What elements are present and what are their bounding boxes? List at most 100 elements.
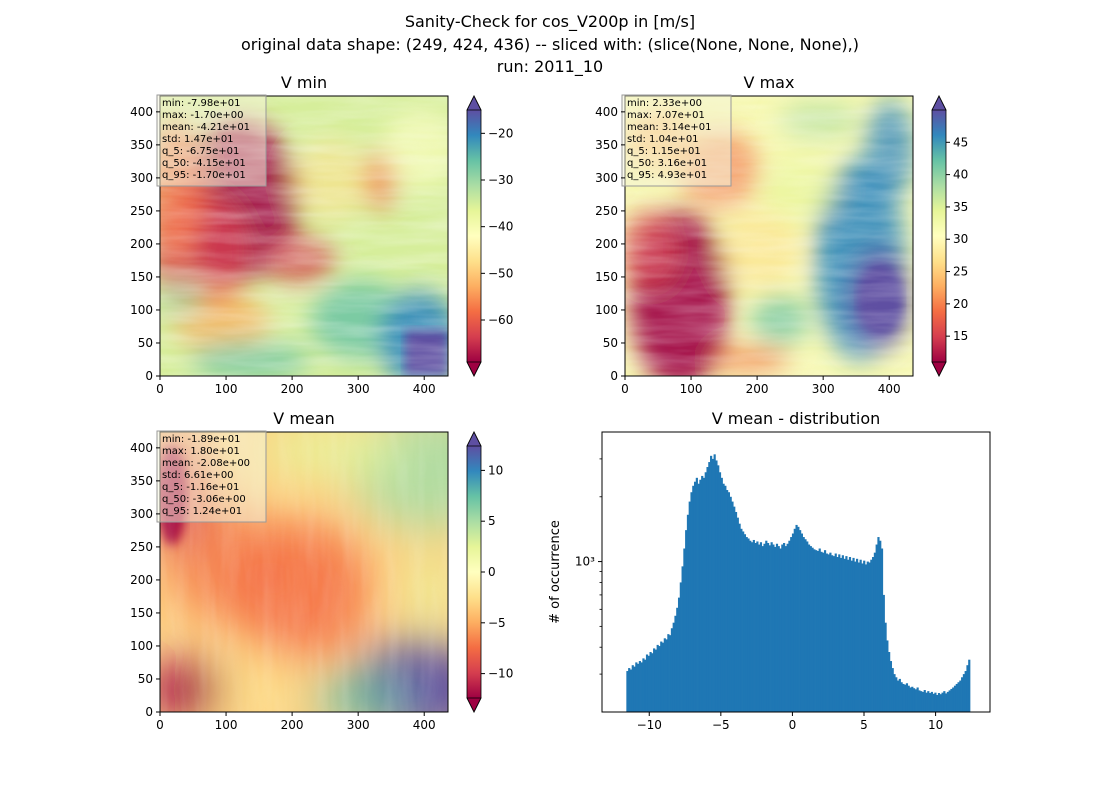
stat-line: q_95: 1.24e+01 <box>162 506 242 517</box>
colorbar-tick-label: 10 <box>488 463 503 477</box>
y-tick-label: 400 <box>130 105 153 119</box>
histogram-bar <box>743 534 747 712</box>
histogram-bar <box>777 546 780 712</box>
x-tick-label: 300 <box>347 718 370 732</box>
stat-line: q_95: -1.70e+01 <box>162 170 246 181</box>
histogram-bar <box>726 490 729 712</box>
histogram-bar <box>877 537 880 712</box>
stat-line: mean: -2.08e+00 <box>162 458 250 469</box>
x-tick-label: 400 <box>878 382 901 396</box>
histogram-bar <box>932 693 935 712</box>
histogram-bar <box>905 683 909 712</box>
histogram-bar <box>720 477 723 712</box>
histogram-bar <box>677 597 681 712</box>
stat-line: mean: 3.14e+01 <box>627 122 711 133</box>
histogram-bar <box>852 557 855 712</box>
histogram-bar <box>759 542 763 712</box>
histogram-bar <box>941 692 944 712</box>
histogram-bar <box>866 561 869 712</box>
histogram-bar <box>715 460 718 712</box>
histogram-bar <box>656 644 659 712</box>
stat-line: q_5: -6.75e+01 <box>162 146 239 157</box>
histogram-bar <box>856 558 859 712</box>
histogram-bar <box>950 688 953 712</box>
histogram-bar <box>889 661 893 712</box>
histogram-bar <box>669 635 672 712</box>
histogram-bar <box>685 530 688 712</box>
histogram-bar <box>736 517 739 712</box>
histogram-bar <box>946 691 949 712</box>
stat-line: q_5: -1.16e+01 <box>162 482 239 493</box>
histogram-bar <box>693 481 697 712</box>
histogram-bar <box>872 557 875 712</box>
histogram-bar <box>642 658 645 712</box>
y-tick-label: 50 <box>603 336 618 350</box>
histogram-bar <box>857 562 860 712</box>
colorbar-tick-label: 20 <box>953 297 968 311</box>
colorbar-tick-label: 40 <box>953 168 968 182</box>
histogram-bars <box>626 454 971 712</box>
colorbar-tick-label: 45 <box>953 135 968 149</box>
histogram-bar <box>626 671 629 712</box>
histogram-bar <box>644 659 647 712</box>
histogram-bar <box>907 685 910 712</box>
colorbar-outline <box>466 431 482 713</box>
histogram-bar <box>845 556 848 712</box>
stat-line: max: 1.80e+01 <box>162 446 240 457</box>
colorbar-tick-label: −30 <box>488 173 513 187</box>
y-tick-label: 350 <box>130 474 153 488</box>
colorbar-outline <box>466 95 482 377</box>
histogram-bar <box>640 662 643 712</box>
histogram-bar <box>766 542 770 712</box>
histogram-bar <box>802 537 805 712</box>
histogram-axis-ticks: −10 −5 0 5 10 10³ <box>575 458 943 732</box>
histogram-bar <box>697 483 700 712</box>
x-tick-label: 0 <box>156 718 164 732</box>
histogram-bar <box>815 550 818 712</box>
histogram-bar <box>679 582 682 712</box>
stats-box-frame <box>156 430 267 523</box>
histogram-bar <box>800 533 803 712</box>
histogram-bar <box>702 477 706 712</box>
histogram-bar <box>742 531 745 712</box>
histogram-ylabel: # of occurrence <box>548 520 563 624</box>
histogram-bar <box>768 545 771 712</box>
histogram-bar <box>733 506 736 712</box>
stat-line: q_50: -3.06e+00 <box>162 494 246 505</box>
histogram-bar <box>628 668 631 712</box>
y-tick-label: 100 <box>595 303 618 317</box>
stats-box-frame <box>621 94 732 187</box>
y-tick-label: 300 <box>130 171 153 185</box>
colorbar-gradient <box>467 446 481 698</box>
figure-title-line-3: run: 2011_10 <box>496 57 604 76</box>
x-tick-label: 200 <box>281 382 304 396</box>
histogram-bar <box>690 492 693 712</box>
histogram-bar <box>681 566 684 712</box>
histogram-bar <box>761 546 764 712</box>
histogram-bar <box>879 540 882 712</box>
histogram-bar <box>863 560 866 712</box>
histogram-bar <box>909 687 912 712</box>
y-tick-label: 100 <box>130 639 153 653</box>
y-tick-label: 400 <box>130 441 153 455</box>
x-tick-label: 0 <box>621 382 629 396</box>
histogram-bar <box>729 496 732 712</box>
histogram-bar <box>831 555 834 712</box>
histogram-bar <box>912 688 916 712</box>
y-tick-label: 150 <box>130 606 153 620</box>
histogram-bar <box>665 639 668 712</box>
histogram-bar <box>921 691 925 712</box>
histogram-bar <box>957 682 960 712</box>
panel-title-v-min: V min <box>281 73 327 92</box>
histogram-bar <box>711 458 714 712</box>
histogram-bar <box>754 542 757 712</box>
histogram-bar <box>676 607 679 712</box>
histogram-bar <box>793 528 796 712</box>
y-tick-label: 10³ <box>575 555 595 569</box>
stat-line: min: -1.89e+01 <box>162 434 241 445</box>
histogram-bar <box>734 511 738 712</box>
histogram-bar <box>775 543 779 712</box>
histogram-bar <box>670 628 674 712</box>
